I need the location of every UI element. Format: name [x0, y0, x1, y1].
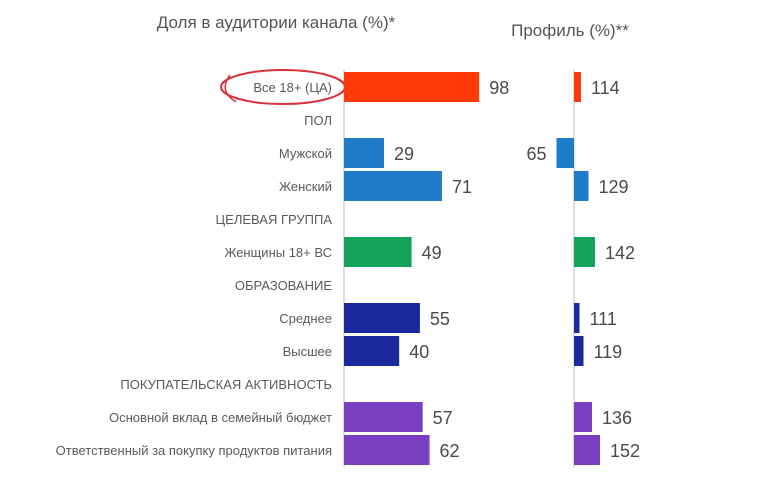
- profile-value-label: 136: [602, 408, 632, 428]
- profile-bar: [574, 402, 592, 432]
- profile-bar: [574, 171, 589, 201]
- profile-value-label: 152: [610, 441, 640, 461]
- profile-value-label: 142: [605, 243, 635, 263]
- group-label: ПОКУПАТЕЛЬСКАЯ АКТИВНОСТЬ: [120, 377, 332, 392]
- category-label: Мужской: [279, 146, 332, 161]
- share-value-label: 29: [394, 144, 414, 164]
- category-label: Высшее: [283, 344, 332, 359]
- profile-bar: [556, 138, 574, 168]
- profile-value-label: 111: [590, 309, 617, 329]
- category-label: Женщины 18+ ВС: [224, 245, 332, 260]
- profile-bar: [574, 435, 600, 465]
- share-bar: [344, 435, 430, 465]
- share-bar: [344, 303, 420, 333]
- profile-bar: [574, 303, 580, 333]
- share-bar: [344, 336, 400, 366]
- group-label: ПОЛ: [304, 113, 332, 128]
- category-label: Женский: [279, 179, 332, 194]
- group-label: ЦЕЛЕВАЯ ГРУППА: [216, 212, 333, 227]
- share-bar: [344, 402, 423, 432]
- share-bar: [344, 237, 412, 267]
- share-value-label: 71: [452, 177, 472, 197]
- share-value-label: 98: [489, 78, 509, 98]
- share-value-label: 40: [409, 342, 429, 362]
- profile-bar: [574, 72, 581, 102]
- profile-value-label: 129: [599, 177, 629, 197]
- profile-value-label: 119: [594, 342, 623, 362]
- share-value-label: 57: [433, 408, 453, 428]
- category-label: Ответственный за покупку продуктов питан…: [56, 443, 332, 458]
- group-label: ОБРАЗОВАНИЕ: [235, 278, 332, 293]
- category-label: Среднее: [279, 311, 332, 326]
- profile-value-label: 114: [591, 78, 620, 98]
- share-value-label: 49: [422, 243, 442, 263]
- share-bar: [344, 72, 480, 102]
- share-chart-title: Доля в аудитории канала (%)*: [157, 13, 396, 32]
- highlight-stroke: [224, 74, 237, 103]
- share-bar: [344, 138, 385, 168]
- share-value-label: 62: [440, 441, 460, 461]
- category-label: Основной вклад в семейный бюджет: [109, 410, 332, 425]
- share-bar: [344, 171, 442, 201]
- profile-value-label: 65: [526, 144, 546, 164]
- profile-chart-title: Профиль (%)**: [511, 21, 629, 40]
- share-value-label: 55: [430, 309, 450, 329]
- category-label: Все 18+ (ЦА): [253, 80, 332, 95]
- chart-marks: Все 18+ (ЦА) 98 114 ПОЛ Мужской 29 65 Женский 71…: [56, 69, 640, 467]
- profile-bar: [574, 237, 595, 267]
- profile-bar: [574, 336, 584, 366]
